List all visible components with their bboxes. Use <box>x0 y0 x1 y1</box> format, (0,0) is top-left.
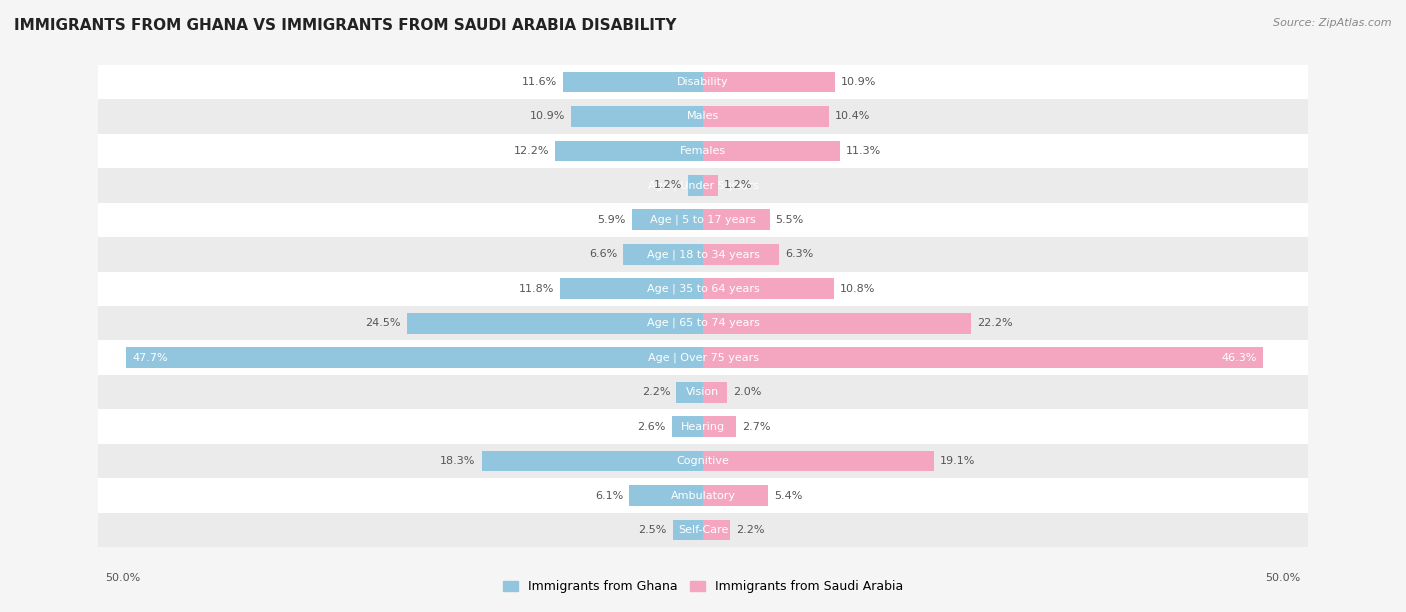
Bar <box>703 175 717 196</box>
Text: 10.9%: 10.9% <box>841 77 876 87</box>
Bar <box>98 306 1308 340</box>
Text: Self-Care: Self-Care <box>678 525 728 535</box>
Text: Vision: Vision <box>686 387 720 397</box>
Bar <box>127 348 703 368</box>
Legend: Immigrants from Ghana, Immigrants from Saudi Arabia: Immigrants from Ghana, Immigrants from S… <box>498 575 908 599</box>
Text: 12.2%: 12.2% <box>515 146 550 156</box>
Text: 2.7%: 2.7% <box>742 422 770 431</box>
Text: 19.1%: 19.1% <box>941 456 976 466</box>
Text: Age | Under 5 years: Age | Under 5 years <box>648 180 758 190</box>
Text: Age | 65 to 74 years: Age | 65 to 74 years <box>647 318 759 329</box>
Bar <box>703 244 779 264</box>
Bar <box>98 168 1308 203</box>
Bar <box>98 479 1308 513</box>
Text: Source: ZipAtlas.com: Source: ZipAtlas.com <box>1274 18 1392 28</box>
Bar <box>98 272 1308 306</box>
Bar <box>631 209 703 230</box>
Text: 1.2%: 1.2% <box>654 181 682 190</box>
Bar <box>98 133 1308 168</box>
Bar <box>98 203 1308 237</box>
Bar <box>703 72 835 92</box>
Text: Males: Males <box>688 111 718 121</box>
Text: 2.2%: 2.2% <box>643 387 671 397</box>
Bar <box>98 65 1308 99</box>
Bar <box>703 141 839 161</box>
Text: 11.8%: 11.8% <box>519 284 554 294</box>
Text: Age | Over 75 years: Age | Over 75 years <box>648 353 758 363</box>
Text: 50.0%: 50.0% <box>1265 573 1301 583</box>
Text: Hearing: Hearing <box>681 422 725 431</box>
Text: Females: Females <box>681 146 725 156</box>
Text: 10.4%: 10.4% <box>835 111 870 121</box>
Bar <box>672 416 703 437</box>
Bar <box>98 513 1308 547</box>
Text: 24.5%: 24.5% <box>366 318 401 328</box>
Bar <box>98 340 1308 375</box>
Text: 6.6%: 6.6% <box>589 249 617 259</box>
Bar <box>98 409 1308 444</box>
Bar <box>689 175 703 196</box>
Bar <box>482 451 703 471</box>
Bar <box>630 485 703 506</box>
Text: Age | 35 to 64 years: Age | 35 to 64 years <box>647 283 759 294</box>
Text: 47.7%: 47.7% <box>132 353 167 363</box>
Text: Age | 18 to 34 years: Age | 18 to 34 years <box>647 249 759 259</box>
Text: Ambulatory: Ambulatory <box>671 491 735 501</box>
Bar <box>703 209 769 230</box>
Bar <box>703 348 1263 368</box>
Bar <box>561 278 703 299</box>
Bar <box>703 451 934 471</box>
Text: 1.2%: 1.2% <box>724 181 752 190</box>
Bar <box>406 313 703 334</box>
Text: 2.0%: 2.0% <box>734 387 762 397</box>
Text: 5.5%: 5.5% <box>776 215 804 225</box>
Text: 2.5%: 2.5% <box>638 525 666 535</box>
Text: Age | 5 to 17 years: Age | 5 to 17 years <box>650 215 756 225</box>
Text: 18.3%: 18.3% <box>440 456 475 466</box>
Bar <box>703 313 972 334</box>
Bar <box>676 382 703 403</box>
Bar <box>562 72 703 92</box>
Bar <box>703 416 735 437</box>
Text: 6.3%: 6.3% <box>785 249 814 259</box>
Bar <box>703 382 727 403</box>
Text: 46.3%: 46.3% <box>1222 353 1257 363</box>
Text: 2.2%: 2.2% <box>735 525 763 535</box>
Bar <box>98 237 1308 272</box>
Text: 22.2%: 22.2% <box>977 318 1014 328</box>
Text: 2.6%: 2.6% <box>637 422 665 431</box>
Text: 50.0%: 50.0% <box>105 573 141 583</box>
Text: 5.9%: 5.9% <box>598 215 626 225</box>
Text: 10.9%: 10.9% <box>530 111 565 121</box>
Bar <box>571 106 703 127</box>
Bar <box>703 485 768 506</box>
Bar <box>703 520 730 540</box>
Text: 11.3%: 11.3% <box>845 146 882 156</box>
Bar <box>98 375 1308 409</box>
Bar <box>98 444 1308 479</box>
Text: Disability: Disability <box>678 77 728 87</box>
Text: Cognitive: Cognitive <box>676 456 730 466</box>
Text: 5.4%: 5.4% <box>775 491 803 501</box>
Text: 10.8%: 10.8% <box>839 284 875 294</box>
Bar <box>703 278 834 299</box>
Text: 11.6%: 11.6% <box>522 77 557 87</box>
Bar <box>555 141 703 161</box>
Bar <box>703 106 828 127</box>
Bar <box>623 244 703 264</box>
Text: 6.1%: 6.1% <box>595 491 623 501</box>
Text: IMMIGRANTS FROM GHANA VS IMMIGRANTS FROM SAUDI ARABIA DISABILITY: IMMIGRANTS FROM GHANA VS IMMIGRANTS FROM… <box>14 18 676 34</box>
Bar <box>98 99 1308 133</box>
Bar <box>672 520 703 540</box>
